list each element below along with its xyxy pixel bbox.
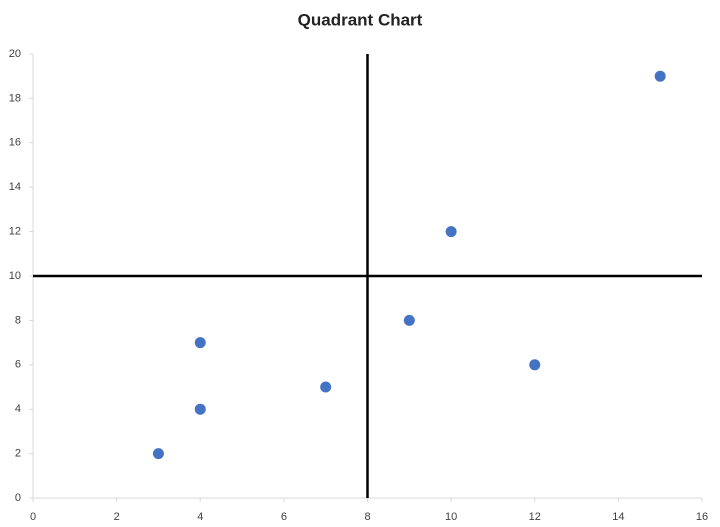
y-tick-label: 14 [9, 181, 21, 193]
x-tick-label: 10 [445, 511, 457, 523]
y-tick-label: 16 [9, 137, 21, 149]
y-tick-label: 6 [15, 359, 21, 371]
chart-title: Quadrant Chart [298, 10, 423, 29]
y-tick-label: 12 [9, 226, 21, 238]
x-tick-label: 12 [529, 511, 541, 523]
y-tick-label: 10 [9, 270, 21, 282]
x-tick-label: 0 [30, 511, 36, 523]
point [529, 359, 541, 371]
point [152, 448, 164, 460]
x-tick-label: 14 [612, 511, 624, 523]
point [320, 381, 332, 393]
point [194, 337, 206, 349]
x-tick-label: 16 [696, 511, 708, 523]
point [194, 403, 206, 415]
point [445, 226, 457, 238]
point [403, 314, 415, 326]
y-tick-label: 4 [15, 403, 21, 415]
y-tick-label: 0 [15, 492, 21, 504]
y-tick-label: 2 [15, 448, 21, 460]
y-tick-label: 18 [9, 92, 21, 104]
point [654, 70, 666, 82]
x-tick-label: 8 [364, 511, 370, 523]
y-tick-label: 8 [15, 314, 21, 326]
x-tick-label: 4 [197, 511, 203, 523]
x-tick-label: 2 [114, 511, 120, 523]
x-tick-label: 6 [281, 511, 287, 523]
y-tick-label: 20 [9, 48, 21, 60]
